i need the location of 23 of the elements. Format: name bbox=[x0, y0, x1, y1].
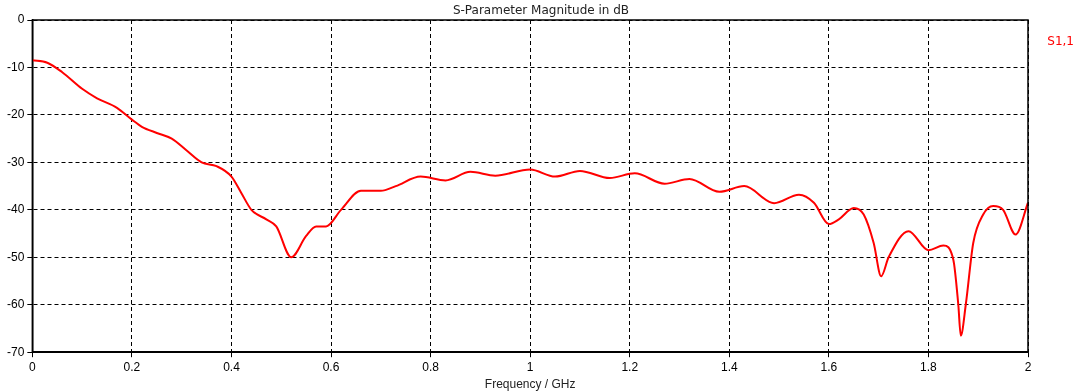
x-tick-label: 2 bbox=[1024, 359, 1032, 374]
x-tick-label: 0.8 bbox=[422, 359, 440, 374]
x-tick-label: 1.6 bbox=[820, 359, 838, 374]
y-tick-label: -50 bbox=[7, 249, 25, 264]
x-tick-label: 0 bbox=[29, 359, 36, 374]
y-tick-label: -60 bbox=[7, 297, 25, 312]
x-tick-label: 1.4 bbox=[720, 359, 738, 374]
x-tick-label: 0.6 bbox=[322, 359, 340, 374]
x-tick-label: 0.4 bbox=[223, 359, 241, 374]
y-tick-label: -40 bbox=[7, 202, 25, 217]
y-tick-label: -10 bbox=[7, 59, 25, 74]
y-tick-label: -70 bbox=[7, 344, 25, 359]
x-tick-label: 1.2 bbox=[621, 359, 639, 374]
line-series bbox=[32, 59, 1028, 337]
y-tick-label: -20 bbox=[7, 107, 25, 122]
x-tick-label: 0.2 bbox=[123, 359, 141, 374]
text: S1,1 bbox=[1047, 34, 1074, 48]
chart-title: S-Parameter Magnitude in dB bbox=[452, 3, 630, 17]
y-tick-label: 0 bbox=[17, 12, 25, 27]
x-axis-title: Frequency / GHz bbox=[484, 377, 576, 392]
y-tick-label: -30 bbox=[7, 154, 25, 169]
x-tick-label: 1 bbox=[526, 359, 534, 374]
x-tick-label: 1.8 bbox=[920, 359, 938, 374]
